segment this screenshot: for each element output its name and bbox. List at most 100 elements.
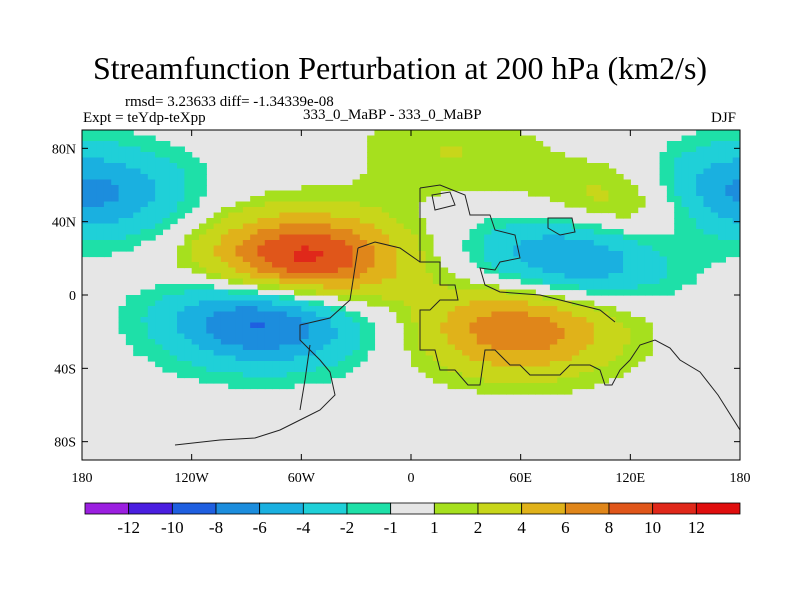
field-cell bbox=[440, 317, 449, 324]
field-cell bbox=[147, 223, 156, 230]
field-cell bbox=[206, 245, 215, 252]
field-cell bbox=[359, 196, 368, 203]
field-cell bbox=[169, 317, 178, 324]
field-cell bbox=[125, 245, 134, 252]
field-cell bbox=[272, 311, 280, 318]
field-cell bbox=[586, 262, 595, 269]
field-cell bbox=[235, 256, 244, 263]
field-cell bbox=[213, 339, 222, 346]
field-cell bbox=[513, 333, 522, 340]
field-cell bbox=[191, 229, 200, 236]
field-cell bbox=[542, 344, 551, 351]
field-cell bbox=[520, 388, 529, 395]
field-cell bbox=[140, 212, 149, 219]
field-cell bbox=[549, 350, 558, 357]
field-cell bbox=[286, 339, 295, 346]
field-cell bbox=[601, 245, 609, 252]
field-cell bbox=[637, 355, 646, 362]
field-cell bbox=[440, 344, 449, 351]
field-cell bbox=[125, 317, 134, 324]
field-cell bbox=[425, 355, 434, 362]
field-cell bbox=[294, 355, 302, 362]
field-cell bbox=[294, 339, 302, 346]
field-cell bbox=[118, 240, 127, 247]
field-cell bbox=[696, 168, 705, 175]
field-cell bbox=[542, 157, 551, 164]
field-cell bbox=[381, 251, 390, 258]
field-cell bbox=[469, 163, 478, 170]
field-cell bbox=[147, 190, 156, 197]
field-cell bbox=[557, 185, 566, 192]
field-cell bbox=[118, 157, 127, 164]
field-cell bbox=[352, 234, 361, 241]
field-cell bbox=[206, 333, 215, 340]
field-cell bbox=[294, 311, 302, 318]
field-cell bbox=[688, 201, 697, 208]
field-cell bbox=[586, 344, 595, 351]
field-cell bbox=[206, 289, 215, 296]
field-cell bbox=[235, 383, 244, 390]
field-cell bbox=[264, 333, 273, 340]
field-cell bbox=[725, 229, 734, 236]
field-cell bbox=[411, 212, 419, 219]
field-cell bbox=[586, 201, 595, 208]
field-cell bbox=[155, 179, 164, 186]
field-cell bbox=[498, 377, 507, 384]
field-cell bbox=[96, 196, 105, 203]
field-cell bbox=[162, 284, 171, 291]
field-cell bbox=[315, 273, 324, 280]
field-cell bbox=[213, 234, 222, 241]
field-cell bbox=[103, 135, 112, 142]
field-cell bbox=[272, 223, 280, 230]
field-cell bbox=[484, 317, 493, 324]
field-cell bbox=[688, 223, 697, 230]
field-cell bbox=[469, 256, 478, 263]
field-cell bbox=[506, 388, 514, 395]
field-cell bbox=[279, 300, 288, 307]
field-cell bbox=[644, 262, 653, 269]
field-cell bbox=[688, 240, 697, 247]
field-cell bbox=[359, 218, 368, 225]
field-cell bbox=[659, 262, 668, 269]
field-cell bbox=[301, 245, 310, 252]
field-cell bbox=[681, 146, 690, 153]
field-cell bbox=[549, 196, 558, 203]
field-cell bbox=[169, 157, 178, 164]
field-cell bbox=[498, 185, 507, 192]
field-cell bbox=[681, 201, 690, 208]
field-cell bbox=[425, 311, 434, 318]
field-cell bbox=[184, 306, 193, 313]
field-cell bbox=[623, 311, 631, 318]
field-cell bbox=[118, 196, 127, 203]
field-cell bbox=[688, 229, 697, 236]
field-cell bbox=[513, 361, 522, 368]
field-cell bbox=[542, 328, 551, 335]
field-cell bbox=[557, 350, 566, 357]
field-cell bbox=[308, 311, 317, 318]
field-cell bbox=[520, 251, 529, 258]
field-cell bbox=[696, 267, 705, 274]
field-cell bbox=[191, 339, 200, 346]
field-cell bbox=[718, 168, 726, 175]
field-cell bbox=[125, 339, 134, 346]
field-cell bbox=[586, 251, 595, 258]
field-cell bbox=[162, 295, 171, 302]
field-cell bbox=[710, 152, 719, 159]
field-cell bbox=[608, 311, 617, 318]
field-cell bbox=[506, 240, 514, 247]
field-cell bbox=[564, 284, 573, 291]
field-cell bbox=[703, 179, 712, 186]
field-cell bbox=[484, 306, 493, 313]
field-cell bbox=[162, 179, 171, 186]
field-cell bbox=[557, 179, 566, 186]
field-cell bbox=[367, 196, 376, 203]
field-cell bbox=[286, 240, 295, 247]
field-cell bbox=[411, 273, 419, 280]
field-cell bbox=[681, 278, 690, 285]
field-cell bbox=[513, 372, 522, 379]
field-cell bbox=[703, 190, 712, 197]
field-cell bbox=[542, 273, 551, 280]
field-cell bbox=[659, 179, 668, 186]
field-cell bbox=[535, 251, 544, 258]
